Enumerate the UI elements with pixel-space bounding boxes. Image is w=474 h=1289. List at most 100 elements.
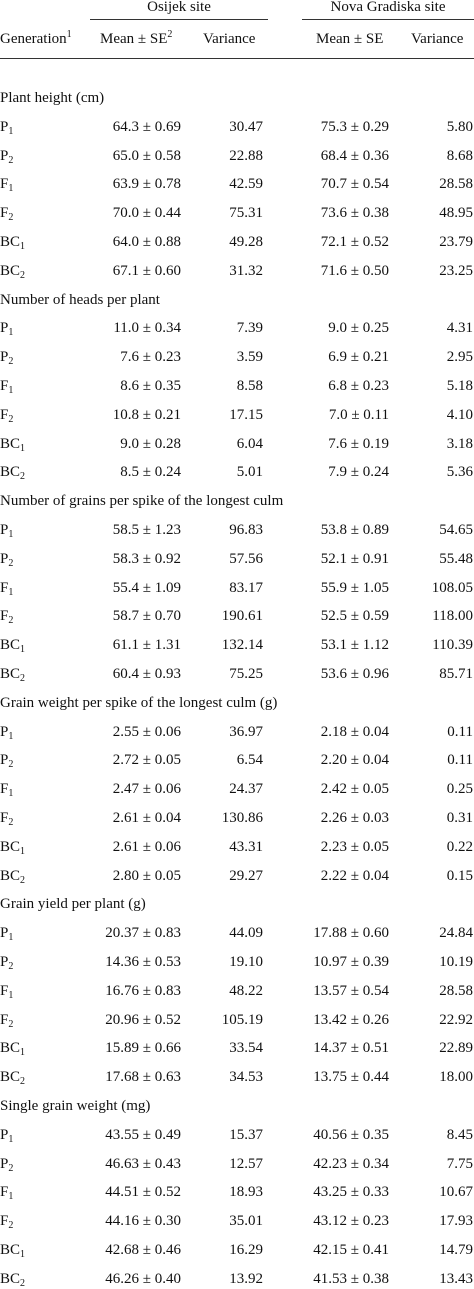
mean-se-nova-gradiska-cell: 2.22 ± 0.04 (320, 867, 389, 884)
variance-osijek-cell: 105.19 (221, 1011, 263, 1028)
variance-osijek-cell: 49.28 (229, 234, 263, 250)
mean-se-osijek-cell: 8.5 ± 0.24 (120, 464, 181, 481)
generation-cell: P1 (0, 925, 14, 944)
variance-osijek-cell: 75.25 (229, 666, 263, 682)
variance-nova-gradiska-cell: 23.25 (439, 262, 473, 279)
section-title: Grain yield per plant (g) (0, 896, 146, 913)
variance-osijek-cell: 3.59 (236, 349, 263, 366)
variance-nova-gradiska-cell: 18.00 (439, 1069, 473, 1086)
mean-se-osijek-cell: 14.36 ± 0.53 (105, 954, 181, 970)
site-underline-osijek (90, 19, 268, 20)
mean-se-nova-gradiska-cell: 17.88 ± 0.60 (313, 925, 389, 942)
variance-osijek-cell: 29.27 (229, 867, 263, 884)
variance-nova-gradiska-cell: 17.93 (439, 1213, 473, 1230)
variance-nova-gradiska-cell: 0.11 (447, 752, 473, 769)
variance-nova-gradiska-cell: 0.11 (447, 723, 473, 740)
column-header-variance-osijek: Variance (203, 31, 256, 47)
generation-cell: P1 (0, 1126, 14, 1145)
section-title: Plant height (cm) (0, 90, 105, 106)
generation-cell: F1 (0, 982, 14, 1001)
generation-cell: F2 (0, 1011, 14, 1030)
mean-se-nova-gradiska-cell: 73.6 ± 0.38 (320, 205, 389, 222)
generation-cell: BC1 (0, 637, 26, 656)
generation-cell: P2 (0, 349, 14, 368)
variance-osijek-cell: 130.86 (221, 810, 263, 826)
mean-se-nova-gradiska-cell: 40.56 ± 0.35 (313, 1126, 389, 1143)
mean-se-osijek-cell: 44.51 ± 0.52 (105, 1184, 181, 1201)
site-underline-nova-gradiska (302, 19, 474, 20)
variance-osijek-cell: 30.47 (229, 118, 263, 135)
section-title: Single grain weight (mg) (0, 1098, 151, 1114)
variance-osijek-cell: 190.61 (221, 608, 263, 625)
variance-osijek-cell: 15.37 (229, 1126, 263, 1143)
variance-osijek-cell: 19.10 (229, 954, 263, 970)
mean-se-osijek-cell: 58.7 ± 0.70 (112, 608, 181, 625)
mean-se-osijek-cell: 9.0 ± 0.28 (120, 435, 181, 452)
generation-cell: P2 (0, 147, 14, 166)
mean-se-nova-gradiska-cell: 42.15 ± 0.41 (313, 1242, 389, 1258)
mean-se-nova-gradiska-cell: 53.1 ± 1.12 (320, 637, 389, 654)
variance-nova-gradiska-cell: 3.18 (446, 435, 473, 452)
mean-se-osijek-cell: 20.37 ± 0.83 (105, 925, 181, 942)
mean-se-nova-gradiska-cell: 42.23 ± 0.34 (313, 1155, 389, 1172)
variance-osijek-cell: 18.93 (229, 1184, 263, 1201)
mean-se-nova-gradiska-cell: 7.6 ± 0.19 (328, 435, 389, 452)
mean-se-osijek-cell: 7.6 ± 0.23 (120, 349, 181, 366)
mean-se-nova-gradiska-cell: 13.57 ± 0.54 (313, 982, 389, 999)
mean-se-osijek-cell: 65.0 ± 0.58 (112, 147, 181, 164)
mean-se-osijek-cell: 15.89 ± 0.66 (105, 1040, 181, 1057)
generation-cell: F2 (0, 1213, 14, 1232)
mean-se-osijek-cell: 2.80 ± 0.05 (112, 867, 181, 884)
generation-cell: F2 (0, 810, 14, 828)
variance-osijek-cell: 34.53 (229, 1069, 263, 1086)
column-header-variance-nova-gradiska: Variance (411, 31, 464, 47)
variance-nova-gradiska-cell: 0.22 (446, 838, 473, 855)
mean-se-nova-gradiska-cell: 53.8 ± 0.89 (320, 522, 389, 538)
variance-nova-gradiska-cell: 24.84 (439, 925, 473, 942)
mean-se-osijek-cell: 2.47 ± 0.06 (112, 781, 181, 798)
variance-nova-gradiska-cell: 8.45 (446, 1126, 473, 1143)
variance-osijek-cell: 75.31 (229, 205, 263, 222)
variance-nova-gradiska-cell: 13.43 (439, 1270, 473, 1287)
generation-cell: BC1 (0, 838, 26, 857)
mean-se-osijek-cell: 58.3 ± 0.92 (112, 550, 181, 567)
mean-se-nova-gradiska-cell: 70.7 ± 0.54 (320, 176, 389, 193)
mean-se-nova-gradiska-cell: 75.3 ± 0.29 (320, 118, 389, 135)
variance-nova-gradiska-cell: 10.67 (439, 1184, 473, 1201)
variance-osijek-cell: 12.57 (229, 1155, 263, 1172)
variance-nova-gradiska-cell: 0.15 (446, 867, 473, 884)
mean-se-nova-gradiska-cell: 71.6 ± 0.50 (320, 262, 389, 279)
variance-osijek-cell: 44.09 (229, 925, 263, 942)
variance-osijek-cell: 22.88 (229, 147, 263, 164)
generation-cell: BC2 (0, 1270, 26, 1289)
mean-se-osijek-cell: 2.55 ± 0.06 (112, 723, 181, 740)
variance-nova-gradiska-cell: 4.31 (446, 320, 473, 337)
variance-nova-gradiska-cell: 22.89 (439, 1040, 473, 1057)
generation-cell: F2 (0, 406, 14, 425)
mean-se-osijek-cell: 58.5 ± 1.23 (112, 522, 181, 538)
generation-cell: F1 (0, 781, 14, 800)
generation-cell: P2 (0, 550, 14, 569)
mean-se-osijek-cell: 20.96 ± 0.52 (105, 1011, 181, 1028)
variance-nova-gradiska-cell: 28.58 (439, 982, 473, 999)
mean-se-osijek-cell: 43.55 ± 0.49 (105, 1126, 181, 1143)
variance-osijek-cell: 5.01 (236, 464, 263, 481)
generation-cell: P1 (0, 320, 14, 339)
mean-se-osijek-cell: 44.16 ± 0.30 (105, 1213, 181, 1230)
variance-osijek-cell: 48.22 (229, 982, 263, 999)
mean-se-nova-gradiska-cell: 2.20 ± 0.04 (320, 752, 389, 769)
mean-se-nova-gradiska-cell: 2.26 ± 0.03 (320, 810, 389, 826)
variance-osijek-cell: 57.56 (229, 550, 263, 567)
generation-cell: F1 (0, 579, 14, 598)
variance-osijek-cell: 16.29 (229, 1242, 263, 1258)
mean-se-nova-gradiska-cell: 68.4 ± 0.36 (320, 147, 389, 164)
mean-se-nova-gradiska-cell: 2.42 ± 0.05 (320, 781, 389, 798)
mean-se-nova-gradiska-cell: 41.53 ± 0.38 (313, 1270, 389, 1287)
variance-nova-gradiska-cell: 0.31 (446, 810, 473, 826)
mean-se-nova-gradiska-cell: 9.0 ± 0.25 (328, 320, 389, 337)
variance-osijek-cell: 83.17 (229, 579, 263, 596)
generation-cell: F1 (0, 1184, 14, 1203)
mean-se-osijek-cell: 16.76 ± 0.83 (105, 982, 181, 999)
mean-se-nova-gradiska-cell: 13.42 ± 0.26 (313, 1011, 389, 1028)
